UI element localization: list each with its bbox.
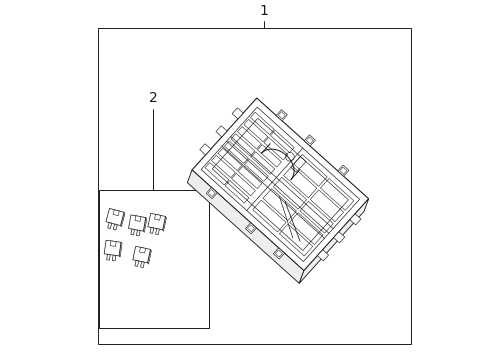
Polygon shape xyxy=(119,242,122,257)
Polygon shape xyxy=(128,215,145,231)
Polygon shape xyxy=(187,170,303,283)
Polygon shape xyxy=(337,165,348,176)
Polygon shape xyxy=(276,110,287,121)
Polygon shape xyxy=(112,255,116,261)
Polygon shape xyxy=(349,214,360,225)
Polygon shape xyxy=(206,188,217,199)
Polygon shape xyxy=(155,229,159,235)
Polygon shape xyxy=(131,229,134,235)
Bar xyxy=(99,190,208,328)
Polygon shape xyxy=(147,213,165,230)
Polygon shape xyxy=(299,199,368,283)
Polygon shape xyxy=(232,108,243,119)
Polygon shape xyxy=(139,247,145,253)
Polygon shape xyxy=(110,241,116,246)
Polygon shape xyxy=(163,216,166,231)
Bar xyxy=(97,28,410,344)
Polygon shape xyxy=(107,222,112,229)
Polygon shape xyxy=(106,254,110,260)
Polygon shape xyxy=(333,232,344,243)
Polygon shape xyxy=(106,208,124,226)
Text: 2: 2 xyxy=(148,91,157,105)
Polygon shape xyxy=(135,216,141,221)
Polygon shape xyxy=(135,260,139,266)
Polygon shape xyxy=(150,228,153,233)
Text: 1: 1 xyxy=(259,4,268,18)
Polygon shape xyxy=(143,217,146,232)
Polygon shape xyxy=(216,126,226,137)
Polygon shape xyxy=(304,135,315,146)
Polygon shape xyxy=(192,98,368,271)
Polygon shape xyxy=(273,248,284,259)
Polygon shape xyxy=(199,144,210,155)
Polygon shape xyxy=(133,246,150,263)
Polygon shape xyxy=(113,210,119,216)
Polygon shape xyxy=(147,249,151,264)
Polygon shape xyxy=(136,230,140,236)
Polygon shape xyxy=(104,240,121,256)
Polygon shape xyxy=(245,223,256,234)
Polygon shape xyxy=(113,224,117,230)
Polygon shape xyxy=(317,250,328,261)
Polygon shape xyxy=(154,214,161,220)
Polygon shape xyxy=(120,212,125,227)
Polygon shape xyxy=(140,262,144,267)
